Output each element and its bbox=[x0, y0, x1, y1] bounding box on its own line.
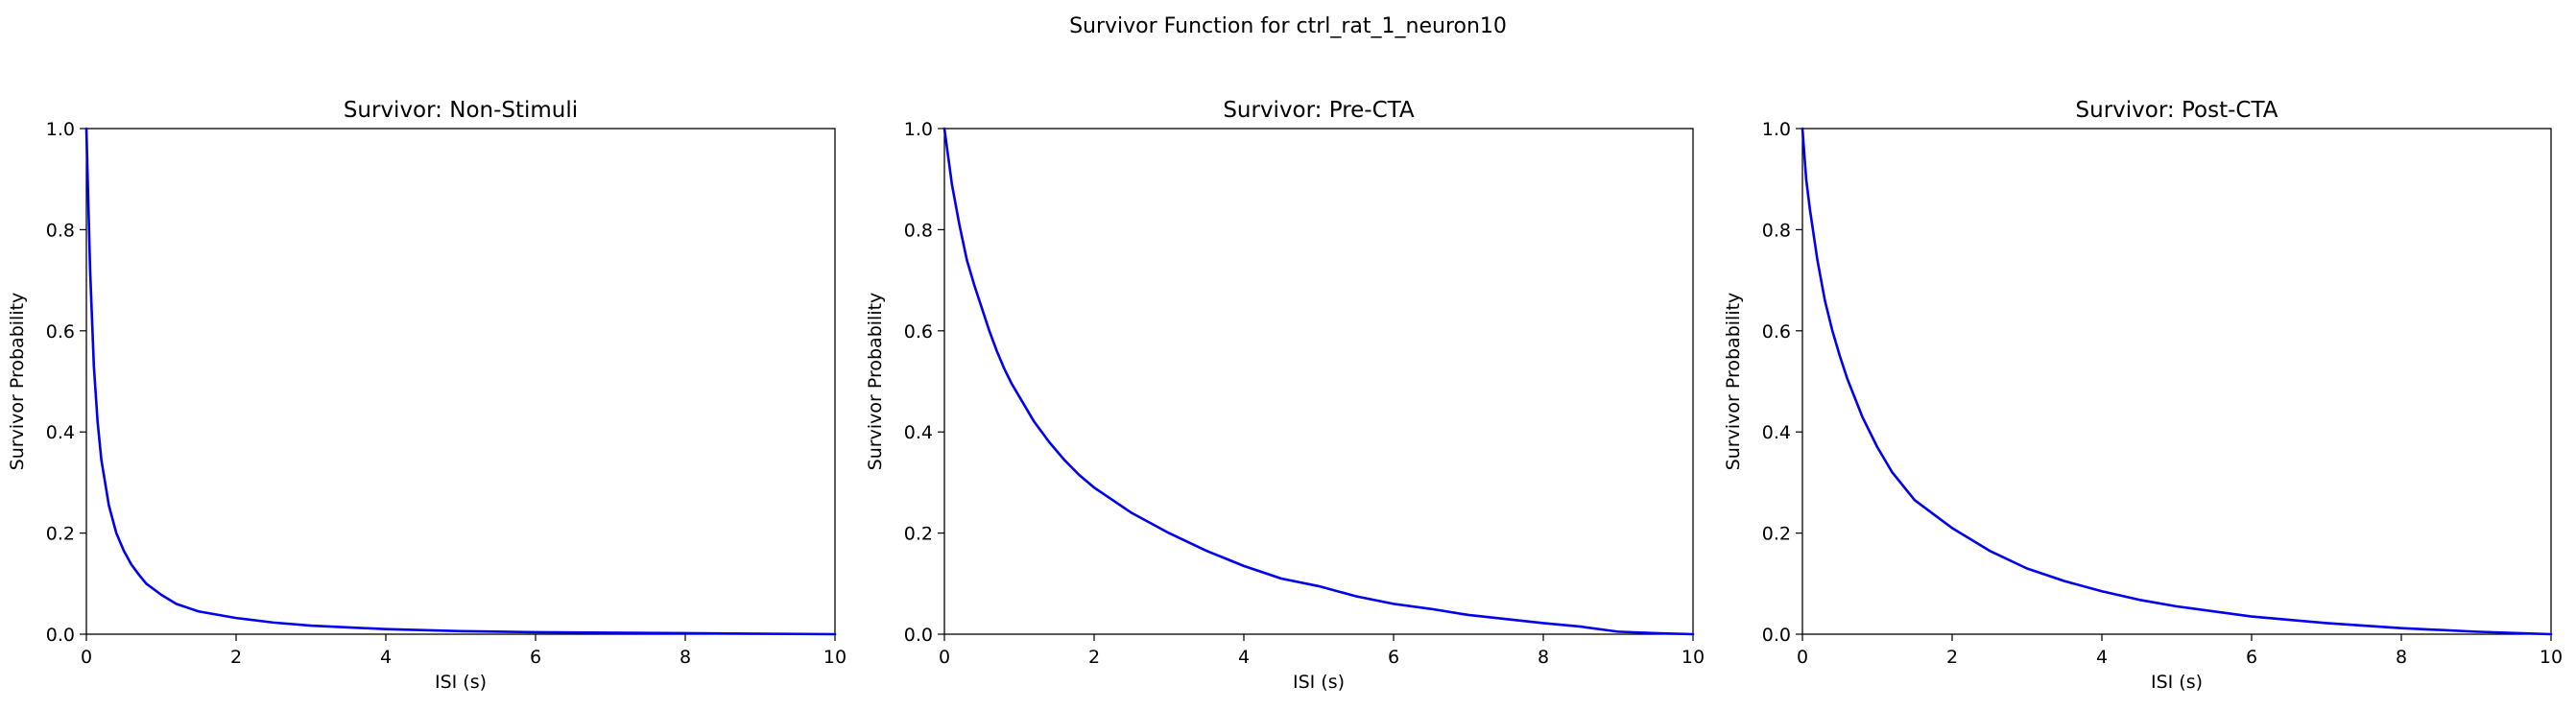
x-axis-label: ISI (s) bbox=[2151, 672, 2203, 693]
x-tick-label: 0 bbox=[1797, 647, 1808, 668]
x-tick-label: 8 bbox=[1538, 647, 1549, 668]
y-tick-label: 0.2 bbox=[1762, 524, 1791, 545]
x-tick-label: 2 bbox=[230, 647, 242, 668]
x-tick-label: 6 bbox=[1388, 647, 1399, 668]
y-tick-label: 0.0 bbox=[1762, 625, 1791, 646]
x-tick-label: 10 bbox=[1682, 647, 1705, 668]
chart-panel-3: Survivor: Post-CTA 0 2 4 6 8 10 0.0 0.2 0.4 0.6 0.8… bbox=[1723, 98, 2563, 693]
y-tick-label: 0.4 bbox=[46, 422, 75, 443]
y-tick-label: 0.8 bbox=[904, 220, 933, 241]
y-tick-label: 0.6 bbox=[1762, 321, 1791, 343]
y-tick-label: 0.8 bbox=[1762, 220, 1791, 241]
y-tick-label: 0.2 bbox=[46, 524, 75, 545]
chart-panels: Survivor: Non-Stimuli 0 2 4 6 8 10 0.0 0.2 0.4 0.6… bbox=[7, 98, 2563, 693]
y-axis-label: Survivor Probability bbox=[1723, 293, 1744, 471]
chart-panel-2: Survivor: Pre-CTA 0 2 4 6 8 10 0.0 0.2 0.4 0.6 0.8 1… bbox=[865, 98, 1705, 693]
x-tick-label: 8 bbox=[680, 647, 691, 668]
x-tick-label: 8 bbox=[2396, 647, 2407, 668]
plot-frame bbox=[943, 128, 1694, 635]
y-tick-label: 0.2 bbox=[904, 524, 933, 545]
x-tick-label: 2 bbox=[1946, 647, 1958, 668]
panel-title: Survivor: Post-CTA bbox=[2076, 98, 2278, 123]
x-tick-label: 4 bbox=[380, 647, 392, 668]
y-tick-label: 1.0 bbox=[904, 119, 933, 140]
x-axis-label: ISI (s) bbox=[435, 672, 487, 693]
y-tick-label: 0.4 bbox=[1762, 422, 1791, 443]
y-axis-label: Survivor Probability bbox=[7, 293, 28, 471]
y-tick-label: 0.6 bbox=[904, 321, 933, 343]
chart-panel-1: Survivor: Non-Stimuli 0 2 4 6 8 10 0.0 0.2 0.4 0.6… bbox=[7, 98, 847, 693]
panel-title: Survivor: Pre-CTA bbox=[1223, 98, 1415, 123]
x-tick-label: 6 bbox=[2246, 647, 2257, 668]
x-tick-label: 4 bbox=[1238, 647, 1250, 668]
panel-title: Survivor: Non-Stimuli bbox=[344, 98, 578, 123]
x-tick-label: 6 bbox=[530, 647, 541, 668]
y-tick-label: 1.0 bbox=[46, 119, 75, 140]
survivor-curve bbox=[942, 127, 1695, 636]
y-tick-label: 0.4 bbox=[904, 422, 933, 443]
survivor-curve bbox=[84, 127, 837, 636]
x-tick-label: 10 bbox=[823, 647, 847, 668]
x-tick-label: 4 bbox=[2096, 647, 2108, 668]
figure-title: Survivor Function for ctrl_rat_1_neuron1… bbox=[1069, 14, 1507, 38]
y-tick-label: 0.8 bbox=[46, 220, 75, 241]
y-tick-label: 1.0 bbox=[1762, 119, 1791, 140]
x-tick-label: 0 bbox=[939, 647, 950, 668]
plot-frame bbox=[1801, 128, 2552, 635]
x-tick-label: 0 bbox=[81, 647, 92, 668]
y-tick-label: 0.0 bbox=[904, 625, 933, 646]
x-axis-label: ISI (s) bbox=[1293, 672, 1345, 693]
y-tick-label: 0.0 bbox=[46, 625, 75, 646]
y-tick-label: 0.6 bbox=[46, 321, 75, 343]
x-tick-label: 10 bbox=[2540, 647, 2563, 668]
survivor-curve bbox=[1801, 127, 2553, 636]
plot-frame bbox=[85, 128, 836, 635]
x-tick-label: 2 bbox=[1088, 647, 1100, 668]
y-axis-label: Survivor Probability bbox=[865, 293, 886, 471]
